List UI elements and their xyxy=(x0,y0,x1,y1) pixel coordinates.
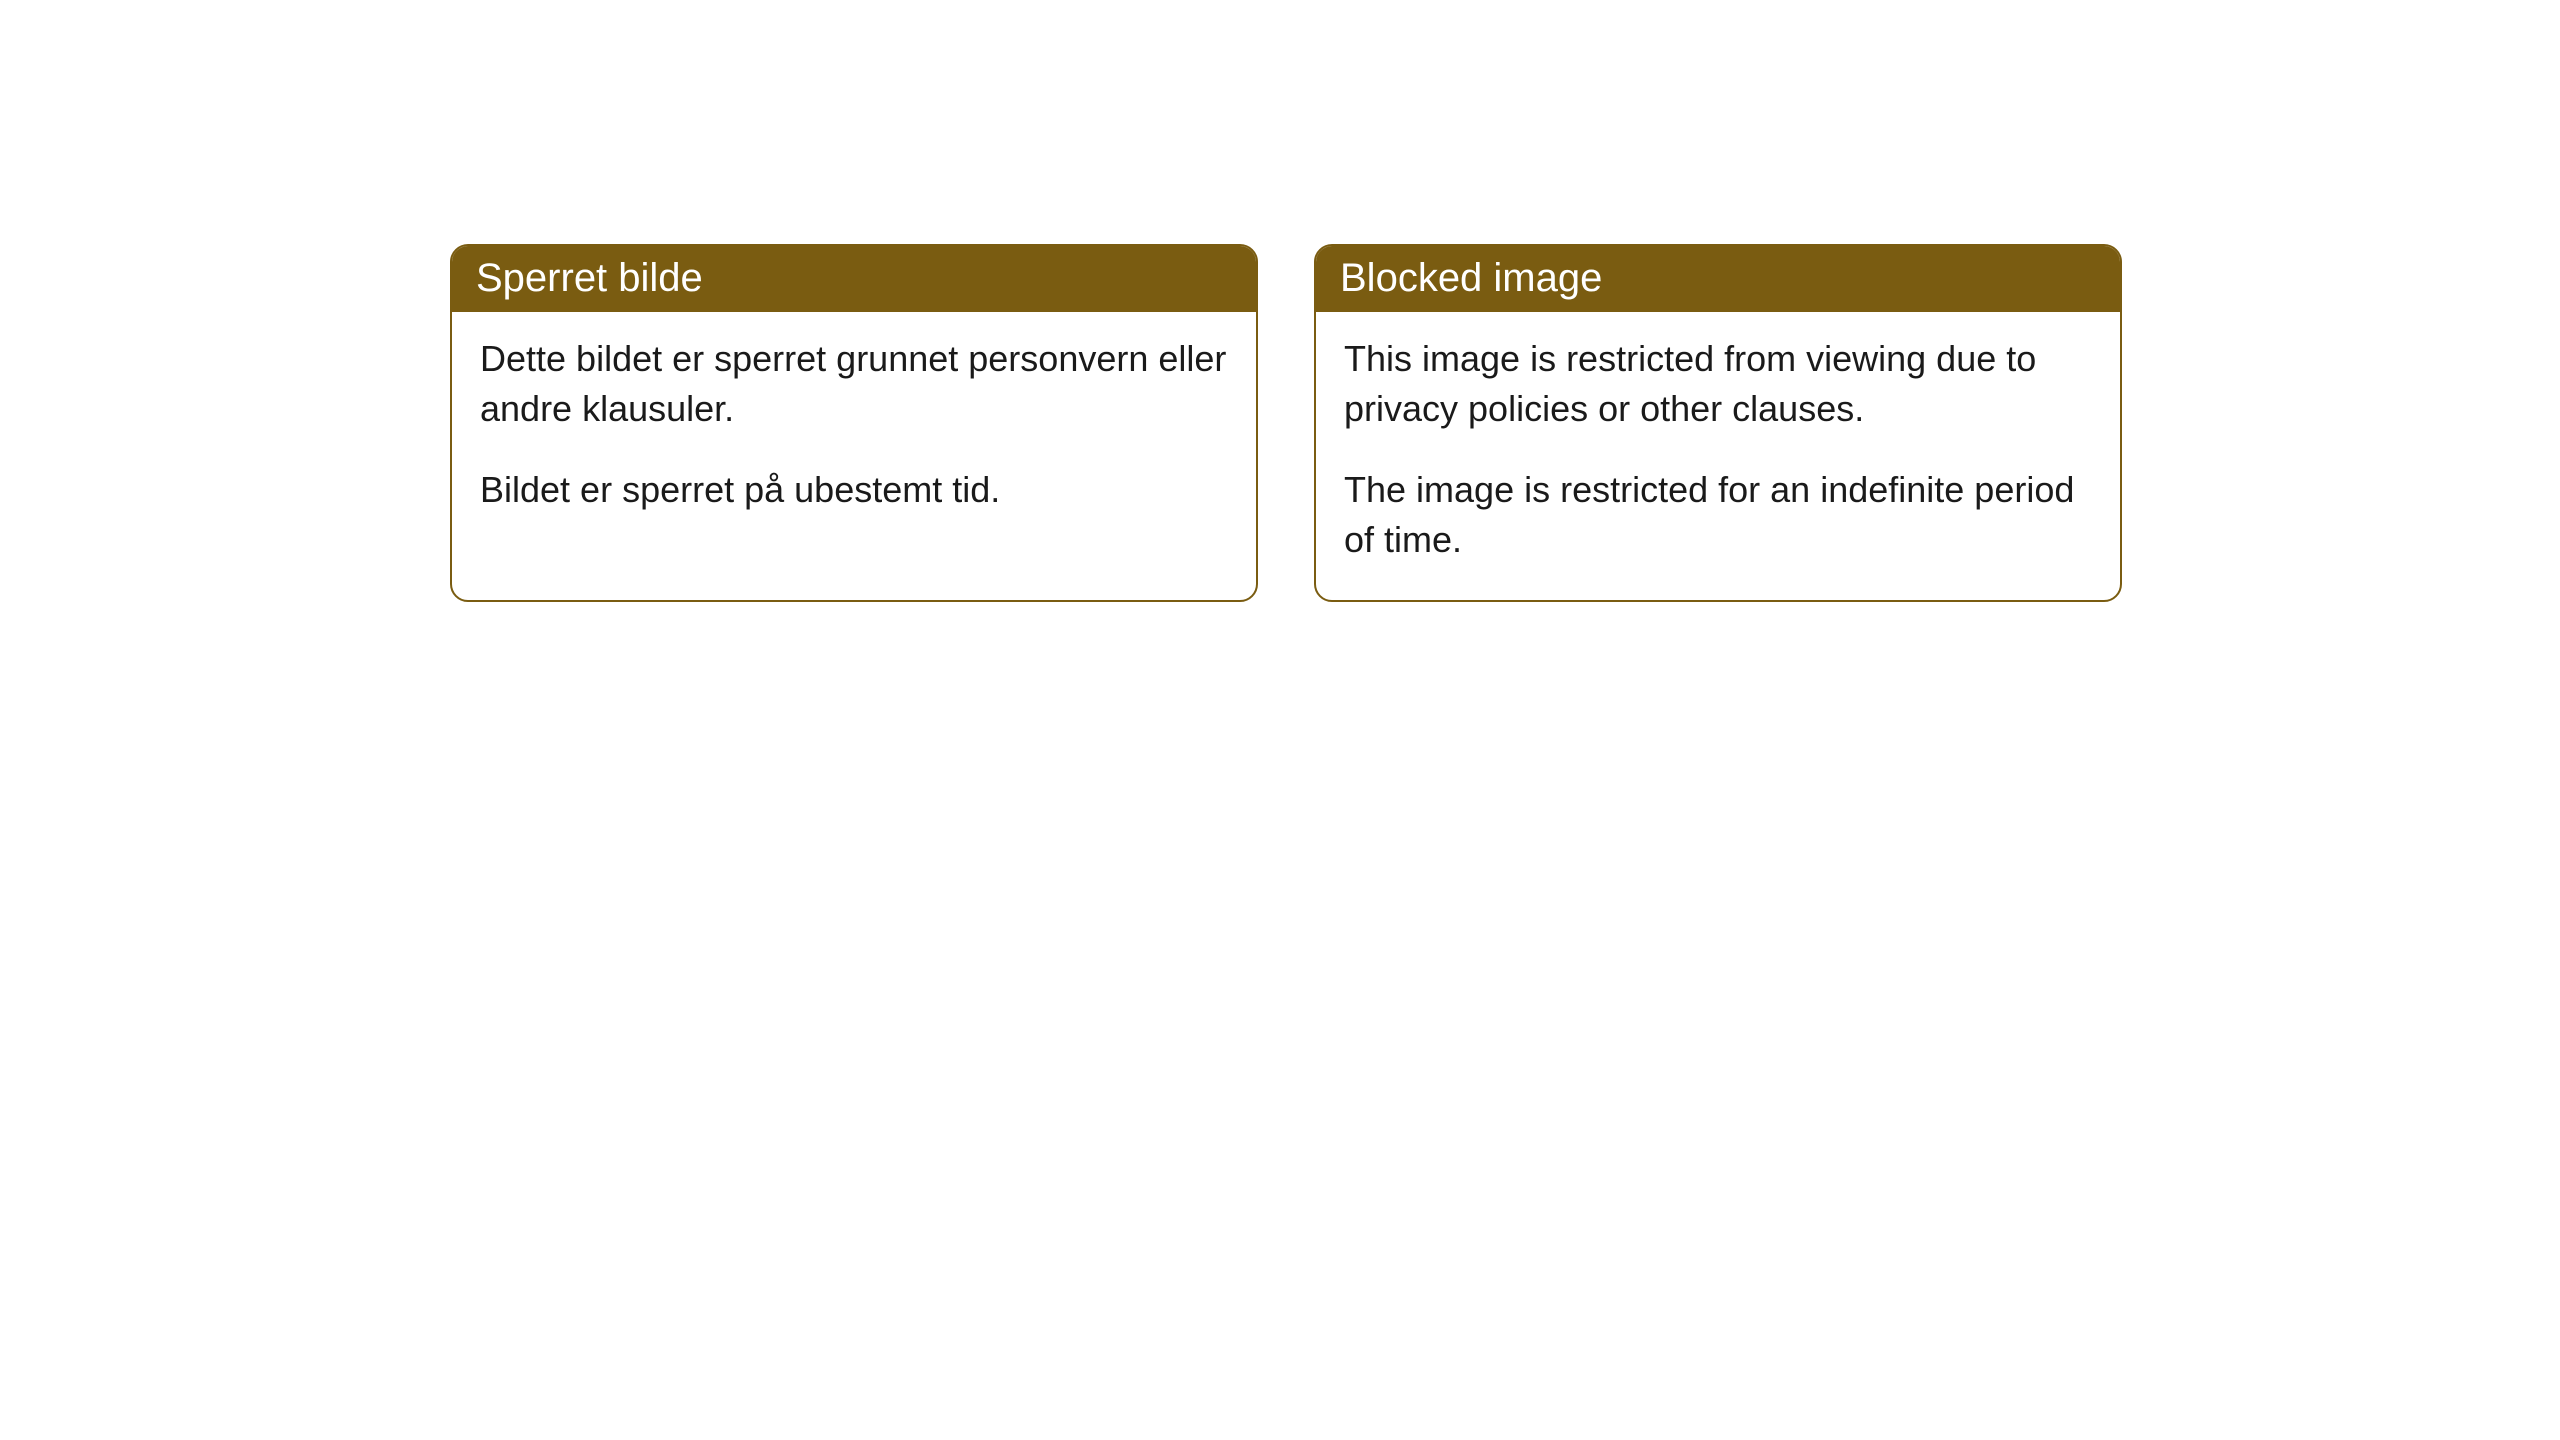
notice-cards-container: Sperret bilde Dette bildet er sperret gr… xyxy=(450,244,2122,602)
card-header: Sperret bilde xyxy=(452,246,1256,312)
card-paragraph: The image is restricted for an indefinit… xyxy=(1344,465,2092,566)
card-paragraph: Bildet er sperret på ubestemt tid. xyxy=(480,465,1228,515)
card-body: Dette bildet er sperret grunnet personve… xyxy=(452,312,1256,549)
card-body: This image is restricted from viewing du… xyxy=(1316,312,2120,600)
card-paragraph: This image is restricted from viewing du… xyxy=(1344,334,2092,435)
card-header: Blocked image xyxy=(1316,246,2120,312)
notice-card-english: Blocked image This image is restricted f… xyxy=(1314,244,2122,602)
card-title: Blocked image xyxy=(1340,256,1602,300)
card-title: Sperret bilde xyxy=(476,256,703,300)
notice-card-norwegian: Sperret bilde Dette bildet er sperret gr… xyxy=(450,244,1258,602)
card-paragraph: Dette bildet er sperret grunnet personve… xyxy=(480,334,1228,435)
